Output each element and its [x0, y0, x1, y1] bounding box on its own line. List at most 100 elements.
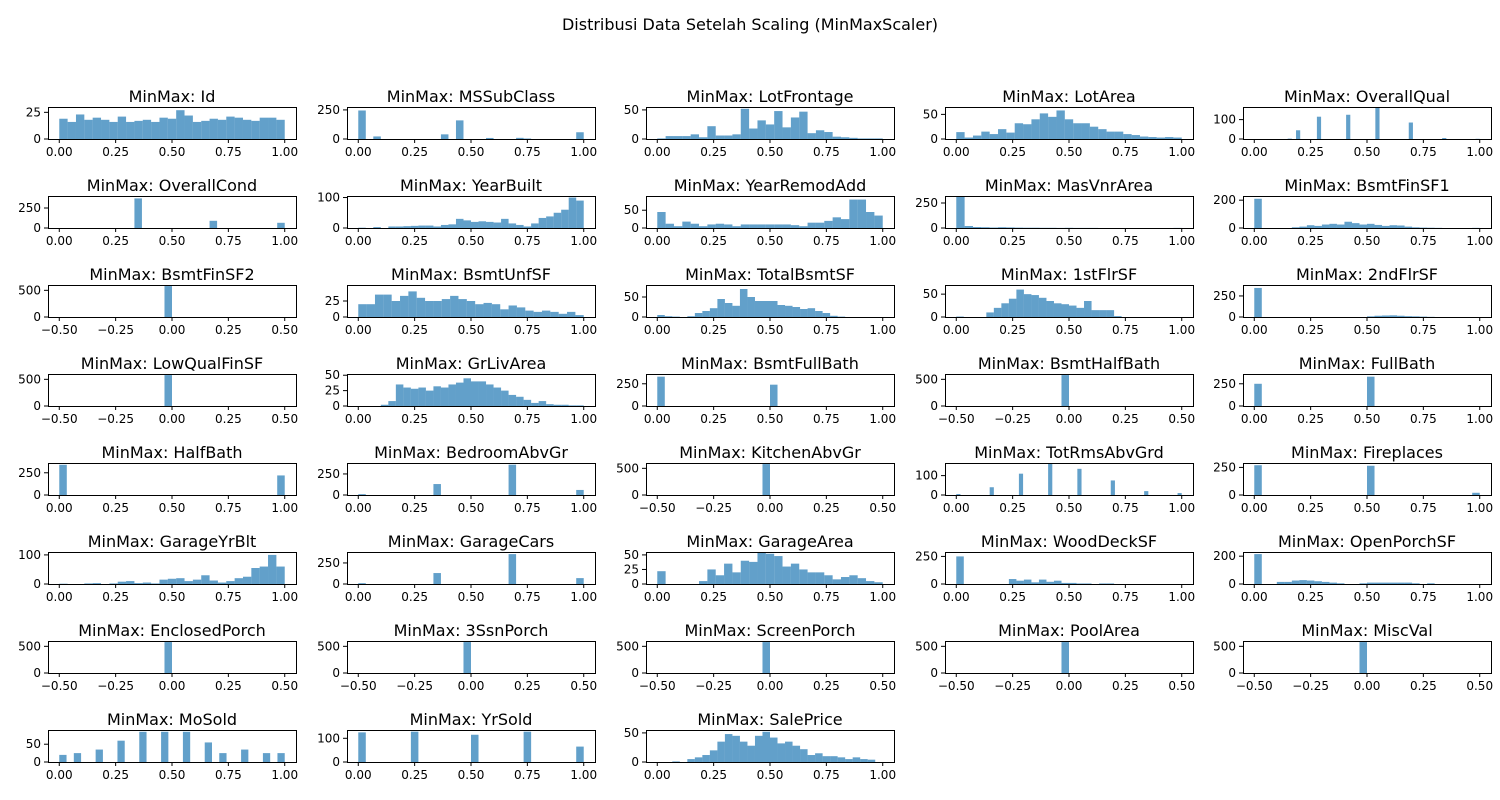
x-tick-label: 1.00 [869, 145, 896, 159]
axes-frame [945, 196, 1194, 229]
subplot-title: MinMax: 2ndFlrSF [1296, 265, 1438, 284]
x-tick-label: 0.25 [700, 590, 727, 604]
y-tick-label: 0 [33, 488, 41, 502]
histogram-bar [762, 731, 770, 762]
histogram-bar [425, 225, 434, 228]
histogram-bar [874, 215, 883, 228]
x-tick-label: 1.00 [271, 145, 298, 159]
subplot-title: MinMax: MiscVal [1301, 621, 1432, 640]
histogram-bar [822, 756, 831, 762]
subplot-title: MinMax: LowQualFinSF [81, 354, 263, 373]
histogram-bar [75, 114, 85, 139]
histogram-bar [463, 220, 471, 228]
histogram-bar [815, 222, 825, 228]
histogram-bar [840, 219, 850, 228]
histogram-bar [395, 384, 404, 406]
subplot: MinMax: BedroomAbvGr 0.00 0.25 0.50 0.75 1.00… [317, 443, 597, 515]
histogram-bar [1053, 303, 1062, 317]
axes-frame [48, 730, 297, 763]
histogram-bar [707, 569, 716, 584]
subplot-title: MinMax: OverallCond [87, 176, 257, 195]
histogram-bar [740, 560, 750, 584]
subplot-title: MinMax: GarageArea [686, 532, 853, 551]
histogram-bar [541, 310, 551, 317]
histogram-bar [765, 124, 775, 139]
histogram-bar [981, 131, 990, 139]
histogram-bar [657, 315, 665, 317]
histogram-bar [785, 741, 793, 762]
x-tick-label: 0.75 [813, 323, 840, 337]
histogram-bar [989, 487, 994, 495]
x-tick-label: 0.25 [102, 590, 129, 604]
histogram-bar [1165, 137, 1174, 139]
histogram-bar [740, 108, 750, 139]
histogram-bar [1254, 198, 1262, 228]
histogram-bar [732, 305, 740, 317]
histogram-bar [702, 755, 710, 762]
histogram-bar [450, 295, 459, 317]
histogram-bar [1106, 131, 1115, 139]
histogram-bar [717, 299, 725, 317]
x-tick-label: 0.75 [1112, 501, 1139, 515]
histogram-bar [433, 301, 442, 317]
histogram-bar [416, 297, 426, 317]
x-tick-label: 1.00 [271, 501, 298, 515]
histogram-bar [1018, 473, 1024, 495]
histogram-bar [358, 583, 366, 584]
x-tick-label: 1.00 [1466, 323, 1493, 337]
histogram-bar [1397, 225, 1405, 228]
histogram-bar [576, 405, 584, 406]
histogram-bar [455, 218, 464, 228]
y-tick-label: 0 [33, 132, 41, 146]
y-tick-label: 500 [616, 639, 639, 653]
histogram-bar [1316, 116, 1322, 139]
histogram-bar [553, 404, 562, 406]
histogram-bar [410, 388, 419, 406]
histogram-bar [790, 563, 800, 584]
x-tick-label: 0.75 [514, 323, 541, 337]
histogram-bar [1084, 583, 1092, 584]
x-tick-label: 0.50 [1168, 679, 1195, 693]
histogram-bar [815, 311, 823, 317]
x-tick-label: 0.50 [271, 679, 298, 693]
histogram-bar [807, 222, 816, 228]
subplot-title: MinMax: BsmtFinSF2 [89, 265, 254, 284]
histogram-bar [1321, 224, 1330, 228]
subplot-title: MinMax: FullBath [1299, 354, 1436, 373]
histogram-bar [724, 303, 733, 317]
subplot: MinMax: TotRmsAbvGrd 0.00 0.25 0.50 0.75 1.00… [915, 443, 1195, 515]
histogram-bar [358, 110, 366, 139]
x-tick-label: 0.50 [757, 590, 784, 604]
histogram-bar [832, 579, 841, 584]
x-tick-label: 0.50 [159, 768, 186, 782]
x-tick-label: 0.25 [401, 412, 428, 426]
histogram-bar [126, 121, 135, 139]
axes-frame [347, 463, 596, 496]
histogram-bar [1254, 554, 1262, 584]
histogram-bar [1144, 491, 1149, 495]
histogram-bar [1106, 310, 1115, 317]
histogram-bar [201, 575, 210, 584]
histogram-bar [493, 222, 502, 228]
histogram-bar [192, 121, 202, 139]
histogram-bar [493, 387, 502, 406]
x-tick-label: 0.50 [1354, 501, 1381, 515]
histogram-bar [204, 742, 212, 762]
subplot-title: MinMax: MSSubClass [387, 87, 555, 106]
histogram-bar [824, 220, 833, 228]
subplot: MinMax: BsmtFinSF2 −0.50 −0.25 0.00 0.25 0.50… [18, 265, 298, 337]
y-tick-label: 250 [317, 103, 340, 117]
histogram-bar [807, 308, 816, 317]
histogram-bar [1329, 223, 1337, 228]
histogram-bar [1039, 113, 1049, 139]
y-tick-label: 25 [26, 105, 41, 119]
histogram-bar [475, 304, 484, 317]
subplot-title: MinMax: ScreenPorch [685, 621, 856, 640]
histogram-bar [508, 394, 517, 406]
x-tick-label: 1.00 [1466, 234, 1493, 248]
subplot: MinMax: HalfBath 0.00 0.25 0.50 0.75 1.00 0 250 [18, 443, 298, 515]
histogram-bar [161, 731, 169, 762]
histogram-bar [262, 753, 271, 762]
x-tick-label: 0.00 [943, 234, 970, 248]
